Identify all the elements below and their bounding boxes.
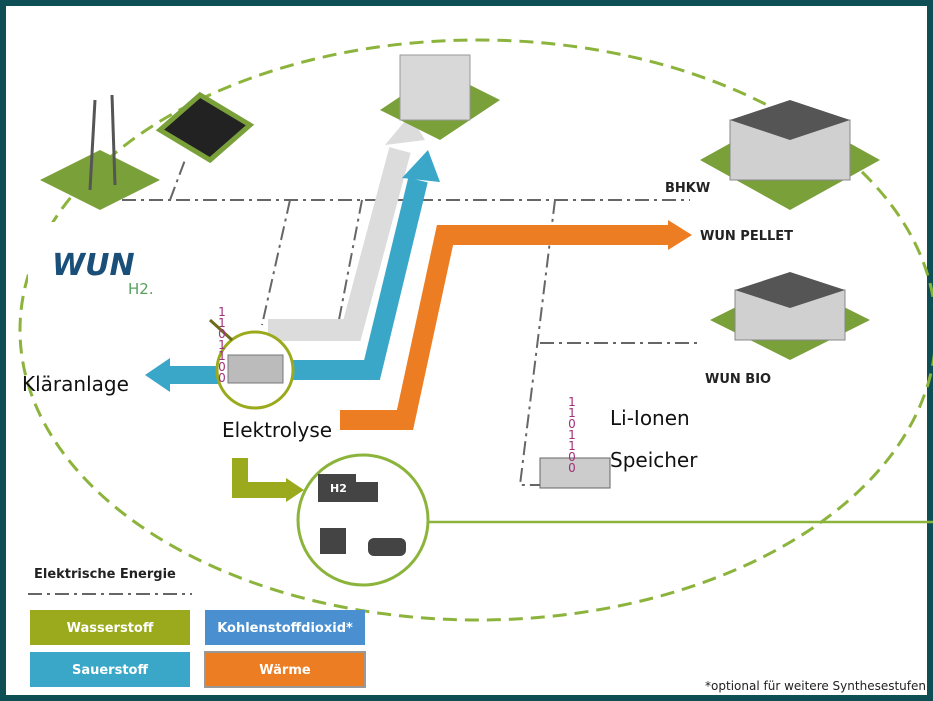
label: WUN PELLET <box>700 229 793 244</box>
legend-item: Wärme <box>259 663 311 678</box>
logo-main: WUN <box>52 248 135 283</box>
binary: 1101100 <box>215 305 229 382</box>
label: Kläranlage <box>22 372 129 396</box>
label: Speicher <box>610 448 698 472</box>
legend-title: Elektrische Energie <box>34 567 176 582</box>
legend-item: Kohlenstoffdioxid* <box>217 621 353 636</box>
label: BHKW <box>665 181 710 196</box>
legend-box <box>205 610 365 645</box>
logo-sub: H2. <box>128 280 154 298</box>
legend-item: Sauerstoff <box>72 663 149 678</box>
legend-box <box>204 651 366 688</box>
binary: 1101100 <box>565 395 579 472</box>
label: H2 <box>330 482 347 495</box>
label: Li-Ionen <box>610 406 690 430</box>
label: WUN BIO <box>705 372 771 387</box>
flows <box>145 115 933 524</box>
label: Elektrolyse <box>222 418 332 442</box>
legend-box <box>30 610 190 645</box>
icons <box>40 54 880 587</box>
boundary <box>18 38 933 622</box>
logo-box <box>28 222 190 314</box>
legend-box <box>30 652 190 687</box>
footnote: *optional für weitere Synthesestufen <box>705 679 926 693</box>
legend-item: Wasserstoff <box>67 621 154 636</box>
